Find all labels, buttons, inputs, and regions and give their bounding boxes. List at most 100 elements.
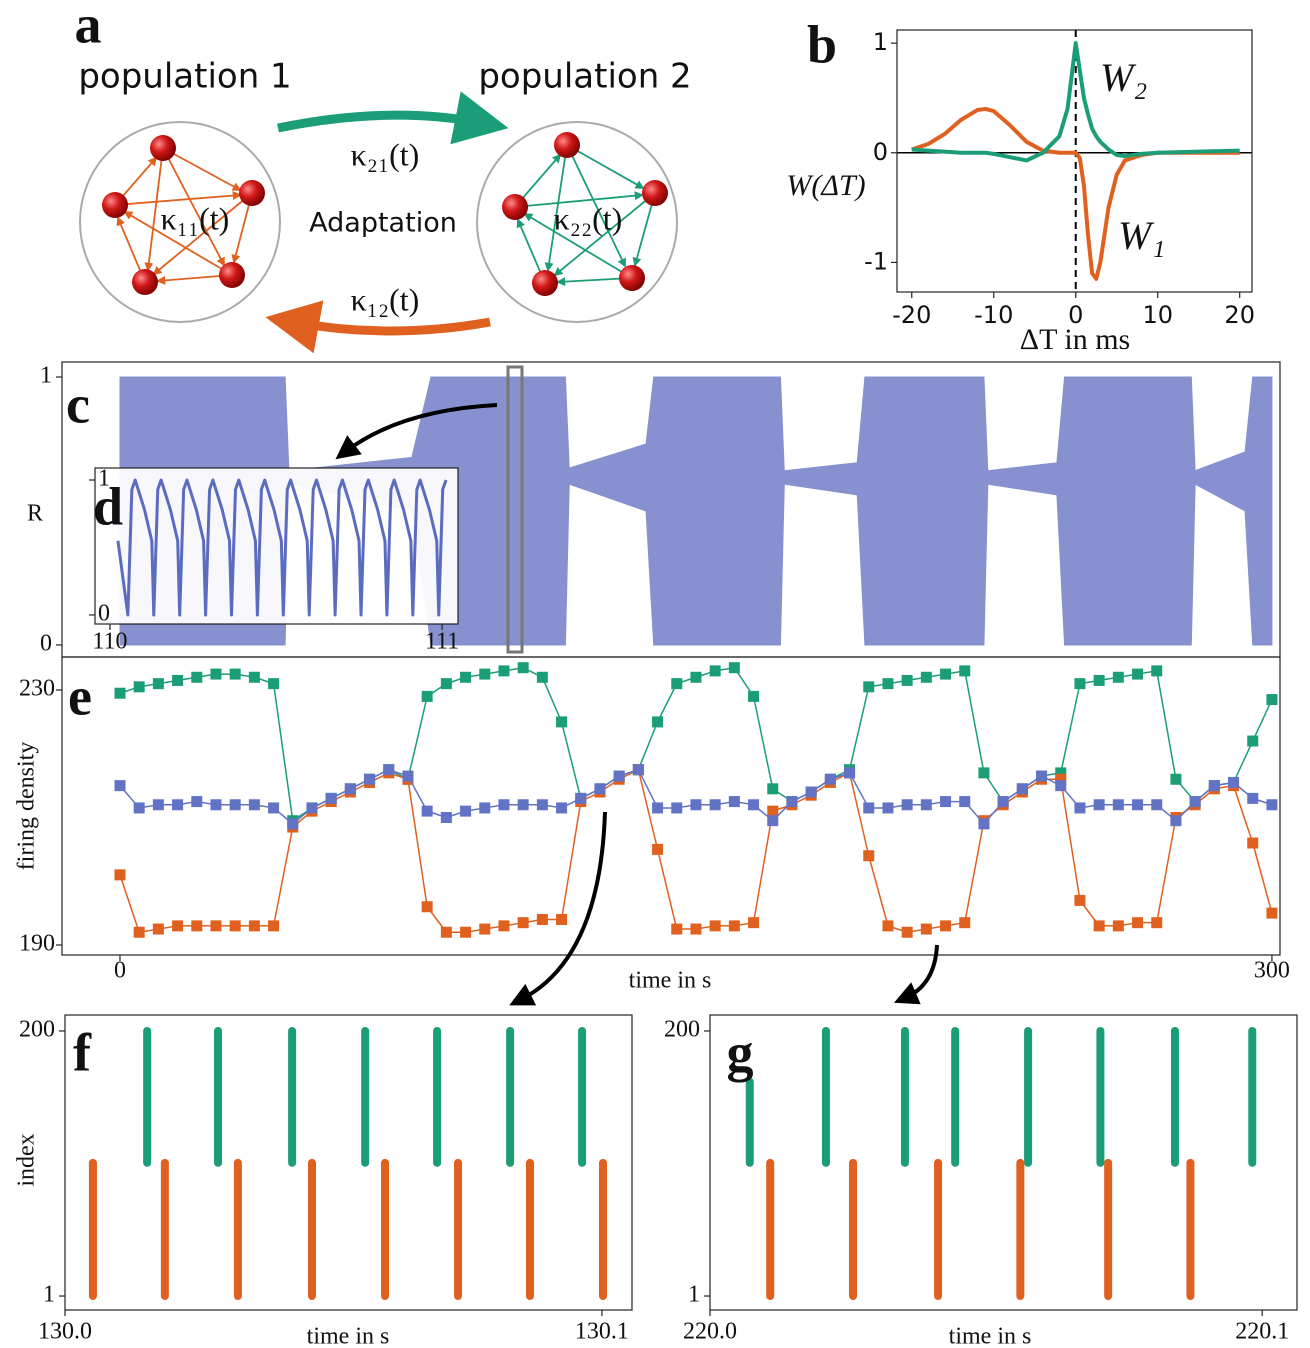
y-axis-label: W(ΔT) bbox=[786, 169, 865, 202]
population-circle bbox=[476, 121, 678, 323]
spike-burst bbox=[934, 1158, 943, 1301]
y-tick-label: 0 bbox=[98, 600, 110, 626]
marker bbox=[191, 920, 203, 932]
y-tick-label: 1 bbox=[40, 363, 52, 389]
marker bbox=[1074, 802, 1086, 814]
marker bbox=[805, 786, 817, 798]
marker bbox=[248, 920, 260, 932]
marker bbox=[402, 770, 414, 782]
y-tick-label: 1 bbox=[43, 1282, 55, 1308]
spike-burst bbox=[288, 1026, 297, 1167]
spike-burst bbox=[381, 1158, 390, 1301]
marker bbox=[152, 923, 164, 935]
marker bbox=[1132, 917, 1144, 929]
zoom-arrow bbox=[335, 403, 498, 460]
panel-label: g bbox=[727, 1022, 754, 1082]
y-tick-label: 200 bbox=[664, 1016, 700, 1042]
marker bbox=[1151, 799, 1163, 811]
marker bbox=[1228, 776, 1240, 788]
plot-area bbox=[88, 1026, 608, 1301]
x-tick-label: -10 bbox=[974, 301, 1013, 329]
marker bbox=[978, 767, 990, 779]
marker bbox=[1170, 815, 1182, 827]
x-tick-label: 130.0 bbox=[38, 1319, 92, 1345]
coupling-label: κ₁₁(t) bbox=[161, 200, 230, 236]
y-tick-label: 1 bbox=[873, 28, 888, 56]
coupling-arrow bbox=[277, 91, 509, 145]
inset-background bbox=[95, 468, 458, 624]
series-line bbox=[116, 478, 448, 617]
zoom-arrow bbox=[893, 944, 939, 1005]
marker bbox=[325, 792, 337, 804]
y-axis-label: firing density bbox=[14, 742, 40, 871]
x-tick-label: 220.1 bbox=[1235, 1319, 1289, 1345]
series-line bbox=[119, 666, 1273, 822]
marker bbox=[517, 662, 529, 674]
marker bbox=[748, 917, 760, 929]
marker bbox=[940, 920, 952, 932]
panel-d: 0 1 110 111 d bbox=[89, 466, 459, 655]
marker bbox=[268, 920, 280, 932]
marker bbox=[536, 913, 548, 925]
spike-burst bbox=[1096, 1026, 1105, 1167]
zoom-arrow bbox=[509, 811, 607, 1006]
marker bbox=[1074, 678, 1086, 690]
spike-burst bbox=[745, 1077, 754, 1167]
x-axis-label: ΔT in ms bbox=[1020, 323, 1130, 356]
marker bbox=[882, 920, 894, 932]
x-tick-label: 220.0 bbox=[683, 1319, 737, 1345]
marker bbox=[1093, 674, 1105, 686]
marker bbox=[172, 674, 184, 686]
marker bbox=[690, 799, 702, 811]
marker bbox=[1247, 792, 1259, 804]
marker bbox=[229, 799, 241, 811]
spike-burst bbox=[821, 1026, 830, 1167]
marker bbox=[172, 799, 184, 811]
marker bbox=[1170, 773, 1182, 785]
y-tick-label: 200 bbox=[19, 1016, 55, 1042]
marker bbox=[1151, 665, 1163, 677]
plot-area bbox=[745, 1026, 1257, 1301]
marker bbox=[421, 805, 433, 817]
marker bbox=[613, 770, 625, 782]
marker bbox=[690, 671, 702, 683]
population-label: population 1 bbox=[78, 57, 291, 97]
x-axis-label: time in s bbox=[949, 1324, 1032, 1348]
panel-label: a bbox=[75, 0, 102, 54]
marker bbox=[268, 802, 280, 814]
marker bbox=[210, 799, 222, 811]
marker bbox=[709, 799, 721, 811]
marker bbox=[1266, 694, 1278, 706]
marker bbox=[767, 815, 779, 827]
spike-burst bbox=[849, 1158, 858, 1301]
axes-frame bbox=[94, 467, 459, 625]
marker bbox=[460, 926, 472, 938]
marker bbox=[440, 678, 452, 690]
marker bbox=[517, 799, 529, 811]
series-line bbox=[911, 41, 1240, 163]
spike-burst bbox=[1024, 1026, 1033, 1167]
spike-burst bbox=[307, 1158, 316, 1301]
marker bbox=[959, 665, 971, 677]
spike-burst bbox=[1248, 1026, 1257, 1167]
marker bbox=[344, 783, 356, 795]
x-tick-label: 0 bbox=[1068, 301, 1083, 329]
marker bbox=[920, 671, 932, 683]
marker bbox=[1112, 671, 1124, 683]
marker bbox=[1132, 799, 1144, 811]
axes-frame bbox=[61, 656, 1281, 956]
marker bbox=[248, 799, 260, 811]
marker bbox=[1266, 799, 1278, 811]
marker bbox=[440, 926, 452, 938]
marker bbox=[901, 926, 913, 938]
marker bbox=[978, 818, 990, 830]
marker bbox=[229, 920, 241, 932]
plot-area bbox=[114, 662, 1278, 938]
panel-g: 1 200 220.0 220.1 time in s g bbox=[664, 1014, 1298, 1348]
marker bbox=[152, 678, 164, 690]
coupling-arrow bbox=[265, 300, 491, 354]
spike-burst bbox=[766, 1158, 775, 1301]
marker bbox=[748, 799, 760, 811]
marker bbox=[920, 923, 932, 935]
